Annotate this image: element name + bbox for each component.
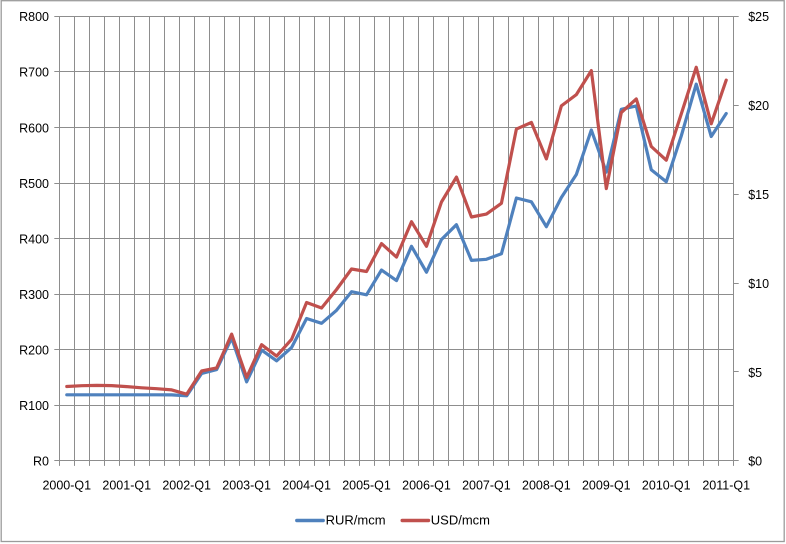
svg-text:$15: $15 [748, 188, 769, 202]
svg-text:R800: R800 [19, 10, 49, 24]
svg-text:2007-Q1: 2007-Q1 [462, 478, 511, 492]
svg-text:2004-Q1: 2004-Q1 [282, 478, 331, 492]
svg-text:R300: R300 [19, 288, 49, 302]
svg-text:$0: $0 [748, 455, 762, 469]
svg-text:2008-Q1: 2008-Q1 [522, 478, 571, 492]
svg-text:2011-Q1: 2011-Q1 [702, 478, 750, 492]
svg-text:$5: $5 [748, 366, 762, 380]
svg-text:2000-Q1: 2000-Q1 [42, 478, 91, 492]
svg-text:$25: $25 [748, 10, 769, 24]
svg-text:R700: R700 [19, 66, 49, 80]
svg-text:R0: R0 [33, 455, 49, 469]
svg-text:RUR/mcm: RUR/mcm [326, 513, 386, 528]
svg-text:R200: R200 [19, 344, 49, 358]
svg-text:R500: R500 [19, 177, 49, 191]
svg-text:2010-Q1: 2010-Q1 [642, 478, 691, 492]
svg-text:2001-Q1: 2001-Q1 [102, 478, 151, 492]
svg-text:$10: $10 [748, 277, 769, 291]
svg-text:2005-Q1: 2005-Q1 [342, 478, 391, 492]
svg-text:2006-Q1: 2006-Q1 [402, 478, 451, 492]
svg-text:R600: R600 [19, 121, 49, 135]
svg-text:R100: R100 [19, 399, 49, 413]
svg-text:R400: R400 [19, 232, 49, 246]
svg-text:$20: $20 [748, 99, 769, 113]
svg-text:2002-Q1: 2002-Q1 [162, 478, 211, 492]
svg-text:2003-Q1: 2003-Q1 [222, 478, 271, 492]
svg-text:2009-Q1: 2009-Q1 [582, 478, 631, 492]
svg-text:USD/mcm: USD/mcm [431, 513, 490, 528]
